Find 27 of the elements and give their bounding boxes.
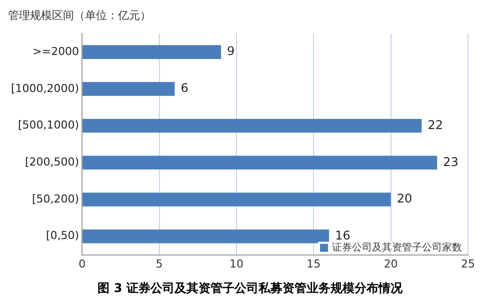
y-tick-label: >=2000 [32,44,80,58]
bar [82,156,438,170]
bar [82,45,222,59]
x-tick-label: 0 [78,257,86,270]
data-label: 20 [396,192,412,206]
data-label: 6 [180,81,188,96]
data-label: 22 [428,118,443,132]
bar [82,229,330,244]
y-axis-title: 管理规模区间（单位：亿元） [8,8,152,24]
x-tick-label: 20 [384,257,398,270]
text: 图 3 证券公司及其资管子公司私募资管业务规模分布情况 [96,280,404,297]
bar [82,82,175,96]
data-label: 16 [335,228,350,242]
x-tick-label: 15 [306,257,321,270]
data-label: 23 [443,154,458,169]
legend-label: 证券公司及其资管子公司家数 [332,241,462,254]
y-tick-label: [500,1000) [18,118,80,132]
bar [82,118,422,133]
data-label: 9 [227,44,235,58]
y-tick-label: [50,200) [32,192,80,206]
x-tick-label: 10 [229,257,244,270]
x-tick-label: 5 [156,257,163,270]
bar [82,192,391,206]
y-tick-label: [200,500) [24,155,80,168]
y-tick-label: [0,50) [46,229,80,242]
x-tick-label: 25 [461,257,475,270]
y-tick-label: [1000,2000) [10,82,80,95]
